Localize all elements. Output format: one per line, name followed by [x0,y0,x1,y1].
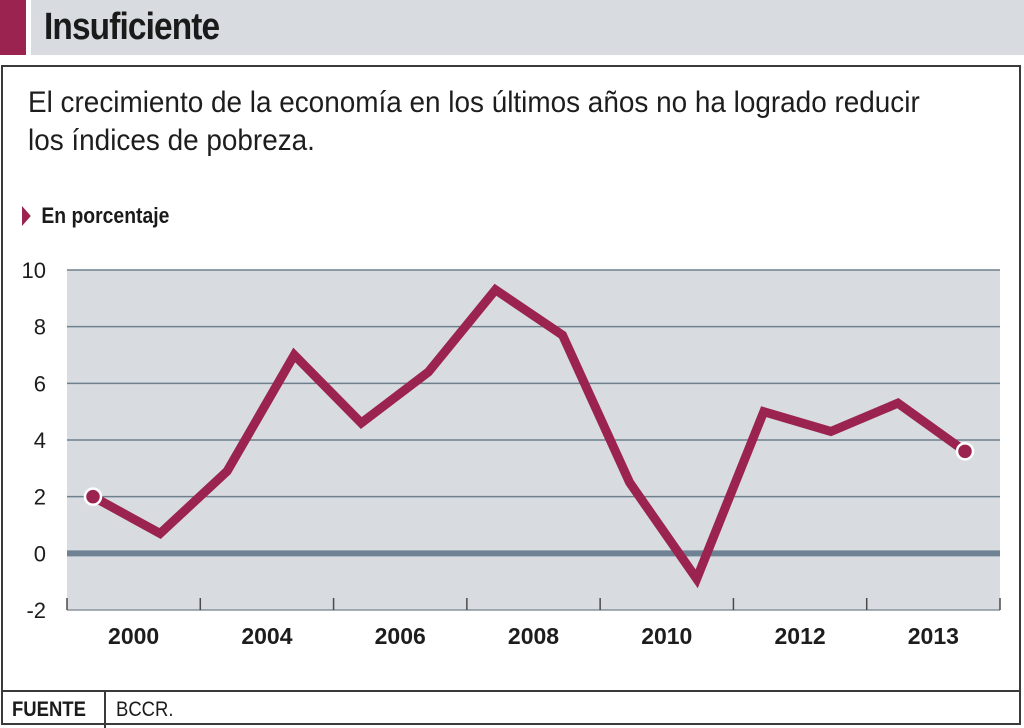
x-tick-label: 2012 [774,623,825,649]
source-label: FUENTE [12,698,86,721]
y-tick-label: 6 [34,371,46,396]
y-tick-label: 0 [34,541,46,566]
endpoint-marker [955,442,975,461]
chart-title: Insuficiente [44,6,220,48]
footer-divider-line [1,690,1021,692]
line-chart: 10 8 6 4 2 0 -2 2000 2004 2006 2008 2010 2012 2013 [22,258,1001,649]
triangle-right-icon [22,206,31,226]
x-tick-label: 2013 [908,623,959,649]
chart-frame [1,65,1021,725]
endpoint-marker [83,487,103,506]
y-tick-label: 10 [22,258,46,283]
x-tick-label: 2006 [375,623,426,649]
x-tick-label: 2010 [641,623,692,649]
y-tick-label: 2 [34,485,46,510]
unit-label-text: En porcentaje [41,203,170,228]
chart-subtitle: El crecimiento de la economía en los últ… [28,86,920,157]
x-tick-label: 2004 [241,623,292,649]
x-tick-label: 2000 [108,623,159,649]
source-value: BCCR. [116,698,174,721]
header-band [31,0,1024,55]
footer-vertical-divider [104,692,106,728]
header-accent-bar [0,0,26,55]
y-tick-label: -2 [26,598,46,623]
unit-label: En porcentaje [22,203,169,229]
y-tick-label: 4 [34,428,46,453]
y-tick-label: 8 [34,315,46,340]
x-tick-label: 2008 [508,623,559,649]
series-line [90,283,968,589]
